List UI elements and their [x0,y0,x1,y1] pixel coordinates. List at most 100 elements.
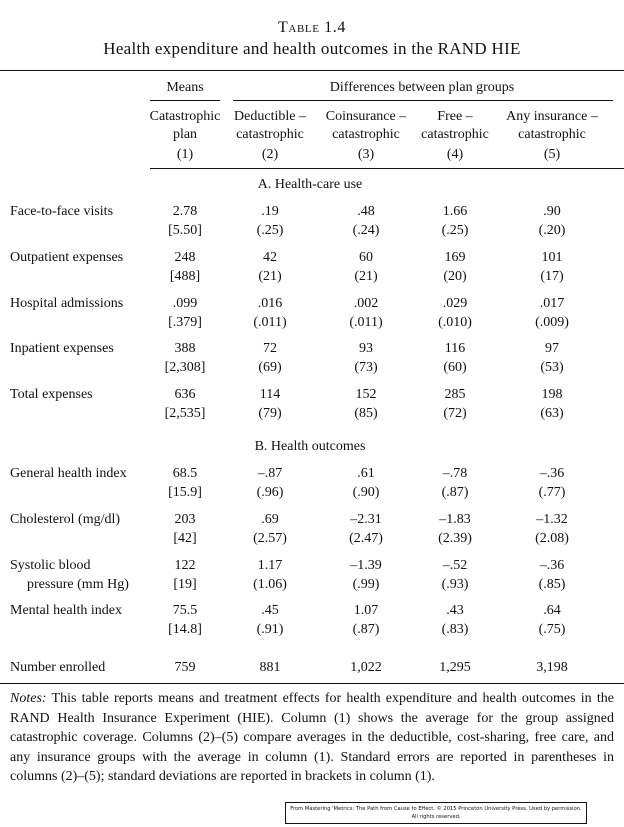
cell-value: .69 [261,512,279,527]
row-label: Systolic blood [10,558,91,573]
enrolled-value: 3,198 [536,660,568,675]
cell-error: (2.39) [438,531,472,546]
row-label: Total expenses [10,387,93,402]
cell-error: (.90) [352,485,380,500]
column-header-line1: Coinsurance – [325,109,407,124]
cell-error: [14.8] [168,622,202,637]
cell-value: .61 [357,466,375,481]
cell-value: .64 [543,603,561,618]
cell-error: [19] [173,577,197,592]
top-rule [0,70,624,71]
cell-error: (73) [354,360,378,375]
cell-value: .45 [261,603,279,618]
cell-value: .002 [353,296,379,311]
cell-error: [42] [173,531,197,546]
cell-value: 68.5 [172,466,198,481]
cell-error: [2,535] [164,406,206,421]
cell-value: .016 [257,296,283,311]
cell-error: (.93) [441,577,469,592]
cell-error: (72) [443,406,467,421]
bottom-rule [0,683,624,684]
enrolled-value: 1,022 [350,660,382,675]
row-label: Outpatient expenses [10,250,124,265]
column-header-line1: Deductible – [234,109,306,124]
cell-value: 203 [174,512,196,527]
cell-value: .19 [261,204,279,219]
cell-error: [488] [169,269,201,284]
cell-value: 97 [545,341,559,356]
cell-value: 116 [444,341,466,356]
cell-error: (21) [258,269,282,284]
cell-error: (21) [354,269,378,284]
cell-value: 198 [541,387,563,402]
cell-error: (.99) [352,577,380,592]
cell-value: .029 [442,296,468,311]
column-header-line2: plan [172,127,198,142]
column-header-line1: Any insurance – [506,109,598,124]
cell-value: –.52 [442,558,468,573]
cell-value: .48 [357,204,375,219]
cell-error: (.24) [352,223,380,238]
enrolled-value: 881 [259,660,281,675]
credit-line-1: From Mastering 'Metrics: The Path from C… [290,806,582,812]
table-caption: Health expenditure and health outcomes i… [103,39,521,58]
cell-error: (.25) [441,223,469,238]
cell-error: (.91) [256,622,284,637]
cell-error: (2.08) [535,531,569,546]
cell-error: (.75) [538,622,566,637]
enrolled-label: Number enrolled [10,660,106,675]
cell-value: –.36 [539,466,565,481]
cell-value: .90 [543,204,561,219]
cell-value: .43 [446,603,464,618]
differences-rule [233,100,613,101]
column-header-line1: Catastrophic [149,109,221,124]
cell-value: 72 [263,341,277,356]
table-notes: Notes: This table reports means and trea… [10,689,614,787]
column-number: (4) [446,147,464,162]
cell-error: (17) [540,269,564,284]
column-number: (3) [357,147,375,162]
notes-label: Notes: [10,691,47,706]
cell-value: .017 [539,296,565,311]
enrolled-value: 1,295 [439,660,471,675]
cell-error: (.011) [253,315,287,330]
cell-value: .099 [172,296,198,311]
column-header-line2: catastrophic [236,127,304,142]
cell-value: –.87 [257,466,283,481]
table-number: Table 1.4 [278,19,346,36]
row-label: General health index [10,466,127,481]
row-label: Hospital admissions [10,296,124,311]
cell-error: (63) [540,406,564,421]
cell-value: 75.5 [172,603,198,618]
column-number: (5) [543,147,561,162]
section-title: A. Health-care use [257,177,363,192]
cell-error: [2,308] [164,360,206,375]
cell-error: (.77) [538,485,566,500]
cell-error: (.010) [438,315,472,330]
cell-error: [5.50] [168,223,202,238]
cell-value: 1.66 [442,204,468,219]
cell-value: –.78 [442,466,468,481]
credit-line-2: All rights reserved. [411,814,461,820]
means-rule [150,100,220,101]
cell-value: 42 [263,250,277,265]
column-header-line2: catastrophic [332,127,400,142]
cell-value: 101 [541,250,563,265]
enrolled-value: 759 [174,660,196,675]
cell-value: –1.39 [350,558,382,573]
cell-value: 285 [444,387,466,402]
cell-value: 122 [174,558,196,573]
cell-error: (.009) [535,315,569,330]
cell-error: (.25) [256,223,284,238]
cell-error: (.83) [441,622,469,637]
column-header-line2: catastrophic [421,127,489,142]
cell-value: 248 [174,250,196,265]
column-number: (2) [261,147,279,162]
cell-value: –1.32 [536,512,568,527]
cell-value: –2.31 [350,512,382,527]
cell-error: (.96) [256,485,284,500]
cell-value: 636 [174,387,196,402]
cell-value: 1.07 [353,603,379,618]
cell-value: 388 [174,341,196,356]
cell-value: 93 [359,341,373,356]
